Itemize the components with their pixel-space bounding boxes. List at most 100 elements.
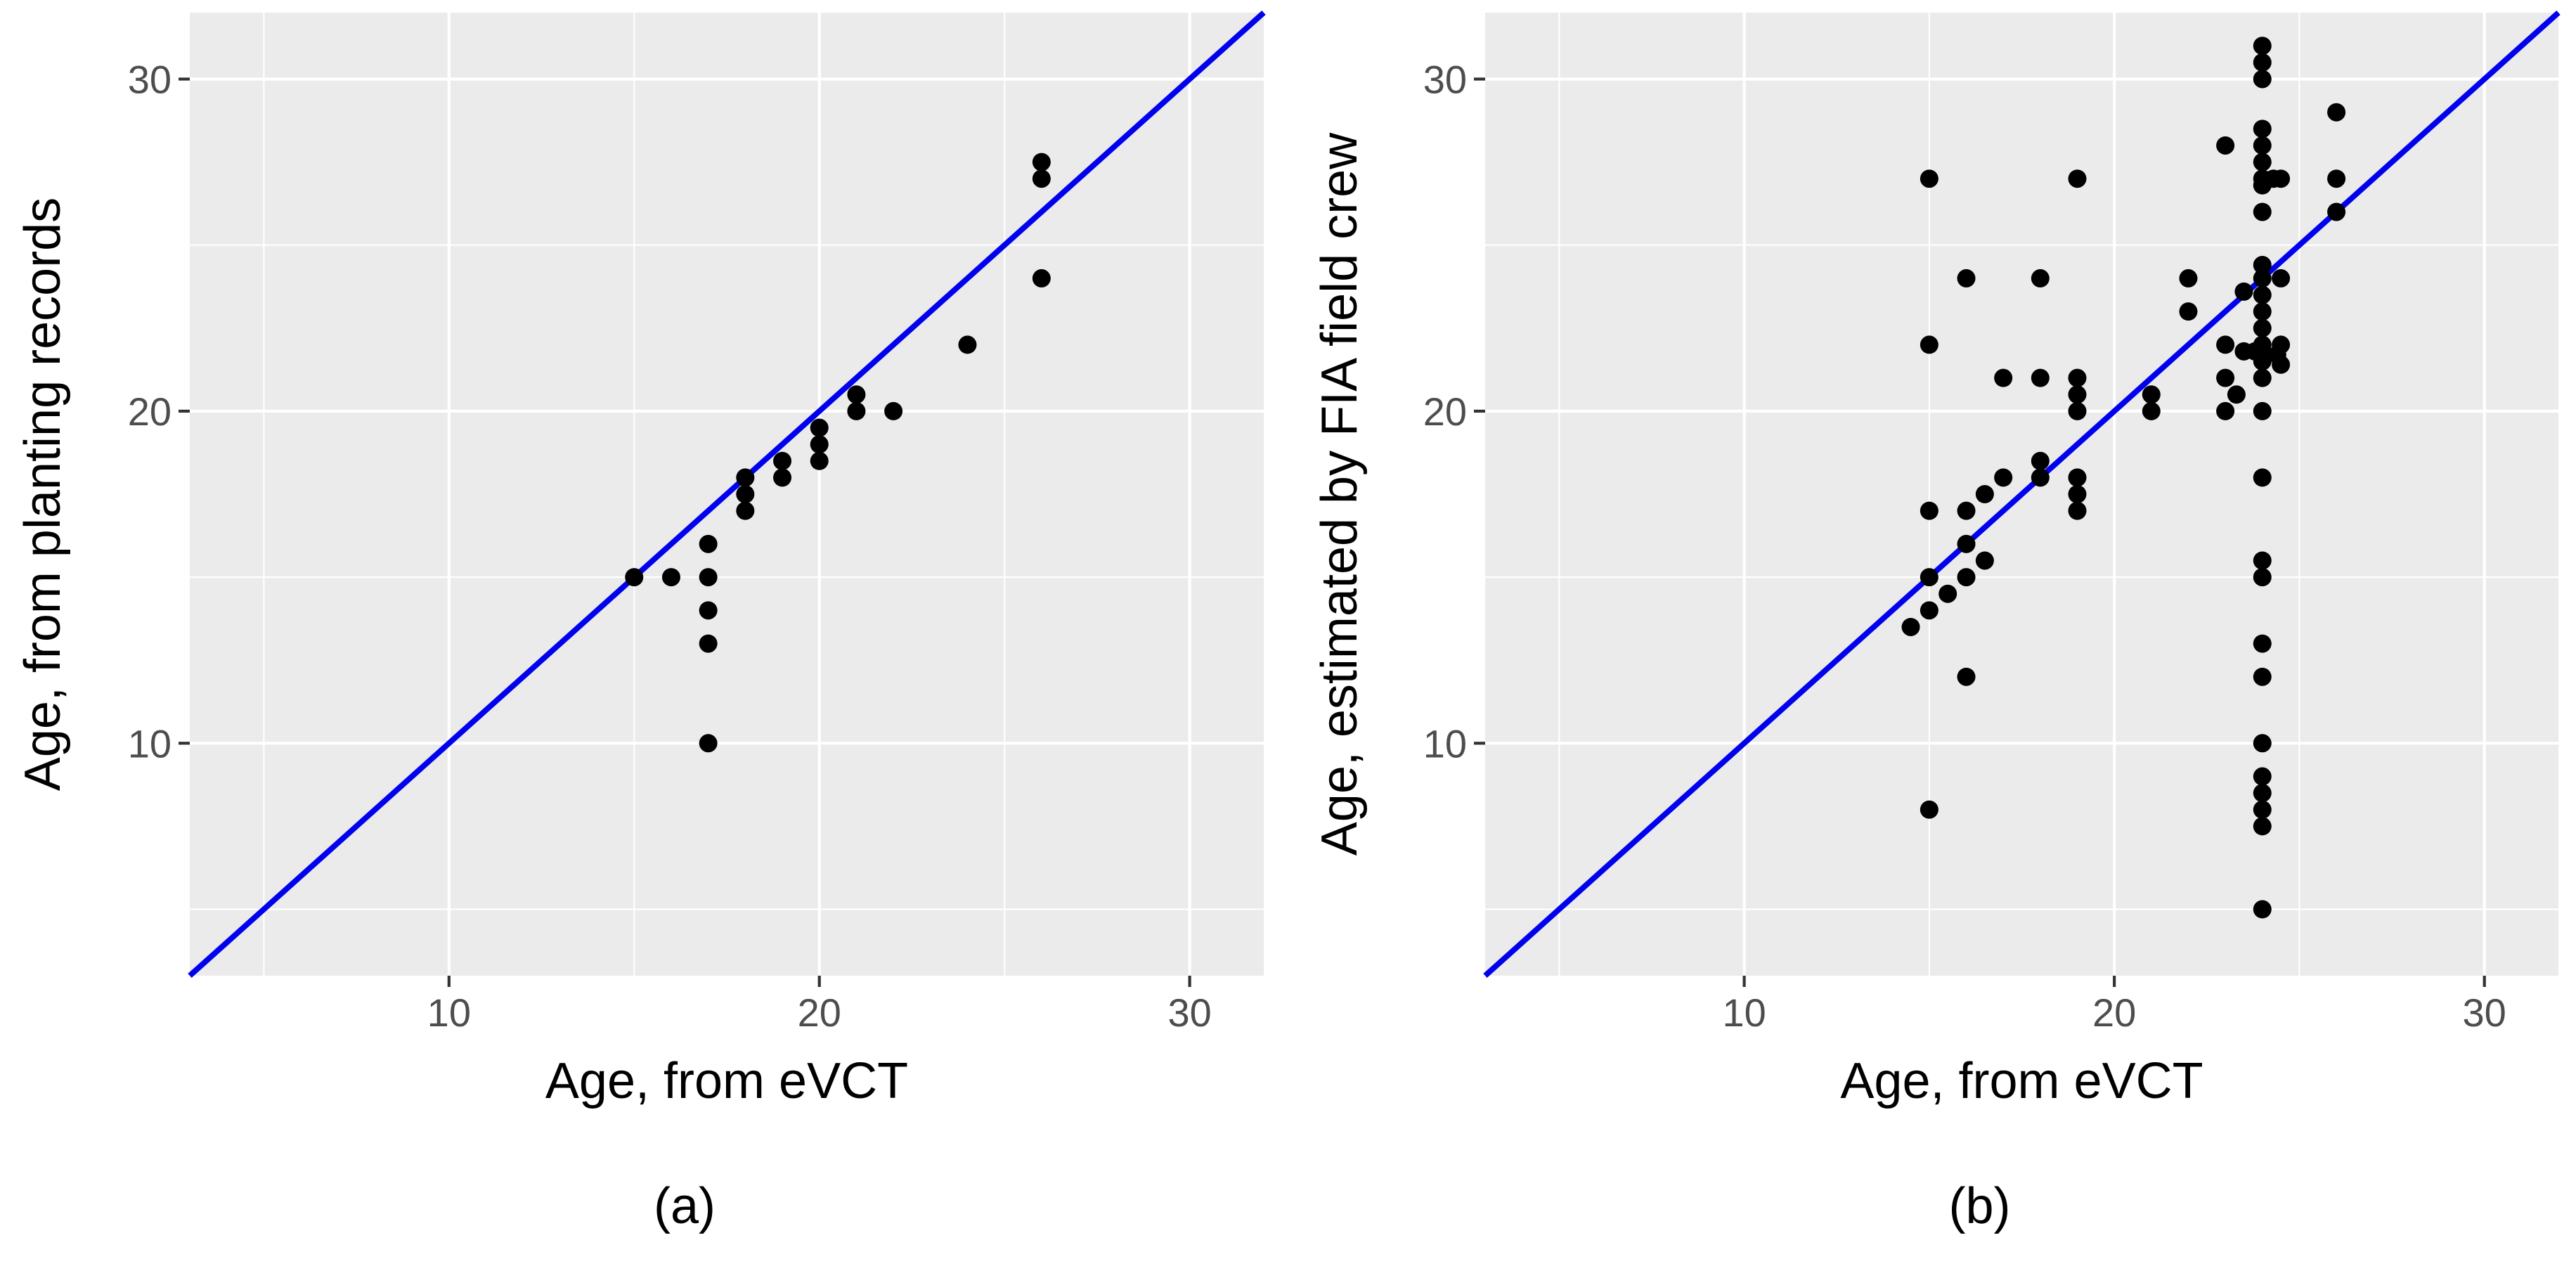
data-point <box>2142 385 2161 404</box>
data-point <box>661 568 680 587</box>
y-tick-label: 20 <box>1423 389 1467 434</box>
data-point <box>2272 335 2291 354</box>
y-tick-label: 10 <box>1423 721 1467 766</box>
y-axis-title: Age, estimated by FIA field crew <box>1312 132 1368 855</box>
data-point <box>2253 202 2272 221</box>
data-point <box>810 418 829 437</box>
panel-caption: (a) <box>654 1178 716 1234</box>
x-tick-label: 30 <box>2463 990 2506 1035</box>
data-point <box>2253 120 2272 138</box>
x-tick-label: 20 <box>2092 990 2136 1035</box>
data-point <box>884 401 903 420</box>
data-point <box>1920 169 1939 188</box>
data-point <box>2253 784 2272 803</box>
data-point <box>699 601 718 620</box>
x-tick-label: 20 <box>798 990 841 1035</box>
data-point <box>1920 800 1939 819</box>
x-axis-title: Age, from eVCT <box>545 1053 908 1109</box>
data-point <box>1957 269 1976 288</box>
data-point <box>2068 368 2087 387</box>
data-point <box>1920 335 1939 354</box>
data-point <box>2253 302 2272 321</box>
data-point <box>2272 169 2291 188</box>
data-point <box>2068 468 2087 487</box>
x-axis-title: Age, from eVCT <box>1840 1053 2203 1109</box>
y-axis-title: Age, from planting records <box>15 198 71 791</box>
data-point <box>2327 202 2346 221</box>
data-point <box>2253 352 2272 371</box>
data-point <box>1032 169 1051 188</box>
data-point <box>2327 169 2346 188</box>
data-point <box>2227 385 2246 404</box>
data-point <box>2179 269 2198 288</box>
data-point <box>2253 318 2272 337</box>
y-tick-label: 30 <box>1423 57 1467 101</box>
data-point <box>2216 368 2235 387</box>
data-point <box>810 451 829 470</box>
data-point <box>1032 153 1051 172</box>
data-point <box>1901 617 1920 636</box>
data-point <box>2327 103 2346 122</box>
data-point <box>2253 37 2272 56</box>
data-point <box>2253 401 2272 420</box>
data-point <box>2068 401 2087 420</box>
data-point <box>699 534 718 553</box>
data-point <box>2253 70 2272 89</box>
data-point <box>847 385 866 404</box>
data-point <box>2216 335 2235 354</box>
data-point <box>1032 269 1051 288</box>
data-point <box>773 451 792 470</box>
data-point <box>2253 634 2272 653</box>
data-point <box>2031 451 2050 470</box>
data-point <box>2253 767 2272 786</box>
data-point <box>1939 584 1957 603</box>
data-point <box>2068 485 2087 503</box>
data-point <box>810 435 829 454</box>
data-point <box>2253 256 2272 275</box>
data-point <box>736 468 755 487</box>
data-point <box>2272 269 2291 288</box>
data-point <box>847 401 866 420</box>
data-point <box>1920 568 1939 587</box>
data-point <box>1975 485 1994 503</box>
data-point <box>1957 534 1976 553</box>
data-point <box>2253 368 2272 387</box>
data-point <box>1975 551 1994 570</box>
data-point <box>2272 355 2291 374</box>
x-tick-label: 10 <box>1722 990 1766 1035</box>
data-point <box>1994 468 2013 487</box>
data-point <box>1994 368 2013 387</box>
data-point <box>699 568 718 587</box>
data-point <box>2253 667 2272 686</box>
x-tick-label: 10 <box>427 990 471 1035</box>
data-point <box>1957 501 1976 520</box>
data-point <box>2253 734 2272 753</box>
data-point <box>736 485 755 503</box>
data-point <box>2068 385 2087 404</box>
data-point <box>699 634 718 653</box>
data-point <box>699 734 718 753</box>
panel-caption: (b) <box>1949 1178 2011 1234</box>
data-point <box>1920 601 1939 620</box>
data-point <box>2253 285 2272 304</box>
x-tick-label: 30 <box>1167 990 1211 1035</box>
data-point <box>2142 401 2161 420</box>
data-point <box>1957 568 1976 587</box>
data-point <box>2068 169 2087 188</box>
data-point <box>2234 282 2253 301</box>
reference-line-y-equals-x <box>188 11 1266 978</box>
data-point <box>2068 501 2087 520</box>
data-point <box>2253 468 2272 487</box>
data-point <box>2253 153 2272 172</box>
y-tick-label: 20 <box>128 389 171 434</box>
y-tick-label: 30 <box>128 57 171 101</box>
data-point <box>773 468 792 487</box>
data-point <box>625 568 644 587</box>
data-point <box>1957 667 1976 686</box>
data-point <box>2253 53 2272 72</box>
data-point <box>2253 817 2272 836</box>
data-point <box>2253 800 2272 819</box>
data-point <box>2253 136 2272 155</box>
data-point <box>2253 900 2272 919</box>
data-point <box>2216 401 2235 420</box>
